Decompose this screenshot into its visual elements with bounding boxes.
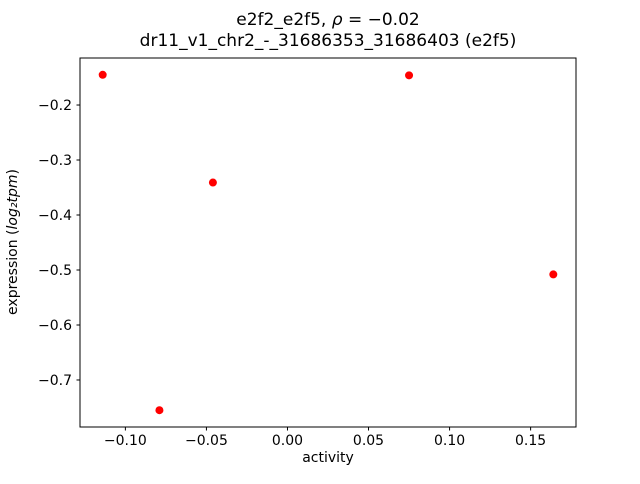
y-tick-label: −0.5 — [38, 263, 72, 279]
data-point — [549, 270, 558, 279]
y-axis-label-math: log₂tpm — [5, 175, 21, 230]
x-tick-label: 0.10 — [434, 433, 465, 449]
plot-title-line1: e2f2_e2f5, ρ = −0.02 — [236, 10, 419, 30]
data-point — [98, 70, 107, 79]
data-point — [155, 406, 164, 415]
y-axis-ticks: −0.2 −0.3 −0.4 −0.5 −0.6 −0.7 — [38, 98, 80, 389]
plot-title-gene-pair: e2f2_e2f5, — [236, 10, 331, 30]
y-tick-label: −0.7 — [38, 373, 72, 389]
x-axis-label: activity — [302, 450, 354, 466]
y-tick-label: −0.3 — [38, 153, 72, 169]
x-tick-label: 0.00 — [272, 433, 303, 449]
x-tick-label: −0.10 — [104, 433, 147, 449]
data-point — [405, 71, 414, 80]
y-tick-label: −0.6 — [38, 318, 72, 334]
y-tick-label: −0.2 — [38, 98, 72, 114]
x-axis-ticks: −0.10 −0.05 0.00 0.05 0.10 0.15 — [104, 427, 546, 449]
x-tick-label: −0.05 — [185, 433, 228, 449]
plot-title-line2: dr11_v1_chr2_-_31686353_31686403 (e2f5) — [140, 31, 517, 51]
rho-symbol: ρ — [332, 10, 343, 30]
y-tick-label: −0.4 — [38, 208, 72, 224]
plot-title-rho-value: = −0.02 — [343, 10, 420, 30]
data-point — [208, 178, 217, 187]
y-axis-label: expression (log₂tpm) — [5, 169, 21, 315]
y-axis-label-suffix: ) — [5, 169, 21, 174]
x-tick-label: 0.15 — [515, 433, 546, 449]
axes-box — [79, 57, 577, 428]
y-axis-label-prefix: expression ( — [5, 230, 21, 315]
x-tick-label: 0.05 — [353, 433, 384, 449]
data-points — [98, 70, 558, 415]
